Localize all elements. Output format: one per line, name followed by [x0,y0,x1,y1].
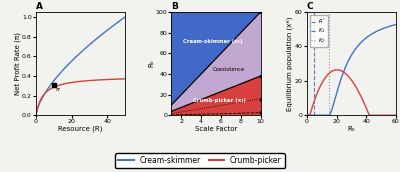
Y-axis label: Net Profit Rate (π): Net Profit Rate (π) [14,32,20,95]
Legend: $R^*$, $K_1$, $K_2$: $R^*$, $K_1$, $K_2$ [310,15,328,47]
Text: C: C [307,2,314,11]
X-axis label: Resource (R): Resource (R) [58,126,103,132]
Text: A: A [36,2,43,11]
Text: B: B [172,2,178,11]
Text: $\pi$: $\pi$ [55,86,61,93]
Legend: Cream-skimmer, Crumb-picker: Cream-skimmer, Crumb-picker [115,153,285,168]
Y-axis label: R₀: R₀ [148,60,154,67]
X-axis label: R₀: R₀ [348,126,355,132]
Text: Coexistence: Coexistence [213,67,245,72]
Text: Crumb-picker (x₂): Crumb-picker (x₂) [193,98,246,103]
Text: Cream-skimmer (x₁): Cream-skimmer (x₁) [183,39,243,44]
X-axis label: Scale Factor: Scale Factor [195,126,237,132]
Y-axis label: Equilibrium population (x*): Equilibrium population (x*) [287,16,294,111]
